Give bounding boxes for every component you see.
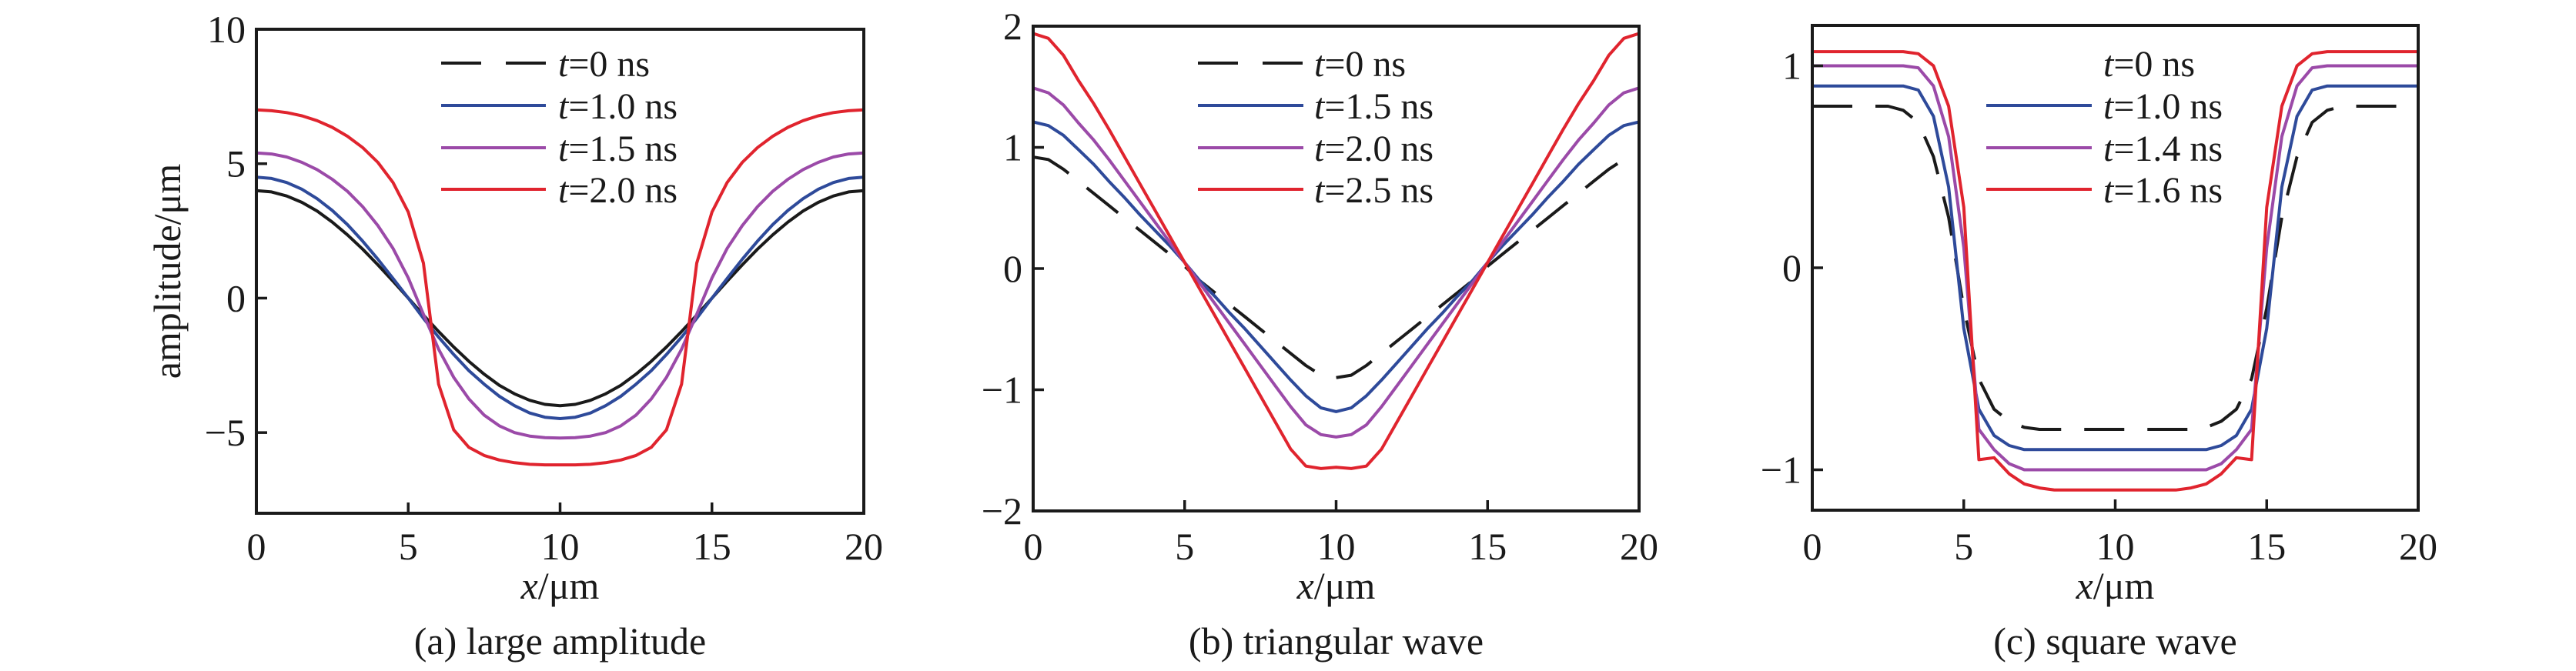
x-tick-label: 20	[2399, 525, 2437, 568]
legend: t=0 nst=1.0 nst=1.4 nst=1.6 ns	[1986, 44, 2223, 211]
series-line-1.5ns	[256, 151, 864, 440]
legend-label: t=0 ns	[2103, 44, 2195, 85]
y-tick-label: 0	[1003, 247, 1022, 290]
y-tick-label: 1	[1782, 45, 1802, 88]
y-tick-label: −5	[205, 411, 246, 454]
plot-area	[1812, 50, 2418, 492]
x-tick-label: 0	[1803, 525, 1822, 568]
x-tick-label: 15	[1468, 525, 1507, 568]
plot-area	[256, 108, 864, 467]
y-tick-label: −1	[982, 369, 1022, 412]
legend-label: t=1.0 ns	[558, 86, 677, 127]
legend-label: t=1.0 ns	[2103, 86, 2223, 127]
y-tick-label: 5	[226, 142, 246, 185]
y-tick-label: 0	[1782, 246, 1802, 289]
y-axis-label: amplitude/μm	[146, 164, 189, 379]
series-line-1.0ns	[1812, 84, 2418, 452]
panel-b: 0 5 10 15 20 −2 −1 0 1 2 x/μm (b) triangular wave t=…	[982, 5, 1658, 663]
series-line-1.0ns	[256, 175, 864, 420]
legend-item: t=2.5 ns	[1198, 170, 1434, 211]
x-tick-label: 15	[693, 525, 731, 568]
x-tick-label: 10	[2096, 525, 2135, 568]
x-tick-label: 10	[1317, 525, 1356, 568]
x-axis-label-unit: /μm	[2093, 564, 2155, 607]
legend-item: t=2.0 ns	[441, 170, 677, 211]
legend-label: t=1.5 ns	[1314, 86, 1434, 127]
x-tick-label: 5	[1175, 525, 1194, 568]
legend-item: t=0 ns	[1198, 44, 1406, 85]
y-tick-label: −2	[982, 489, 1022, 532]
y-tick-label: 0	[226, 276, 246, 319]
x-tick-label: 0	[247, 525, 266, 568]
legend-label: t=2.5 ns	[1314, 170, 1434, 211]
series-line-1.6ns	[1812, 50, 2418, 492]
legend-item: t=0 ns	[441, 44, 650, 85]
legend-label: t=1.5 ns	[558, 129, 677, 169]
plot-area	[1033, 32, 1639, 470]
legend-label: t=2.0 ns	[1314, 129, 1434, 169]
panel-caption: (a) large amplitude	[414, 619, 706, 663]
panel-caption: (b) triangular wave	[1189, 619, 1484, 663]
x-axis-label: x/μm	[2076, 564, 2155, 607]
x-tick-label: 5	[399, 525, 418, 568]
series-line-1.4ns	[1812, 64, 2418, 472]
x-tick-label: 0	[1024, 525, 1043, 568]
series-line-1.5ns	[1033, 120, 1639, 413]
x-tick-label: 10	[541, 525, 580, 568]
series-line-2.5ns	[1033, 32, 1639, 470]
legend-item: t=1.5 ns	[441, 129, 677, 169]
legend-item: t=1.0 ns	[441, 86, 677, 127]
y-tick-label: 10	[207, 8, 246, 51]
legend-item: t=0 ns	[2103, 44, 2195, 85]
legend-item: t=1.4 ns	[1986, 129, 2223, 169]
x-axis-label-var: x	[520, 564, 538, 607]
x-tick-label: 20	[845, 525, 883, 568]
x-axis-label: x/μm	[1296, 564, 1376, 607]
legend-item: t=1.5 ns	[1198, 86, 1434, 127]
legend-item: t=1.0 ns	[1986, 86, 2223, 127]
legend-item: t=1.6 ns	[1986, 170, 2223, 211]
x-tick-label: 5	[1954, 525, 1973, 568]
legend: t=0 nst=1.0 nst=1.5 nst=2.0 ns	[441, 44, 677, 211]
legend-label: t=0 ns	[1314, 44, 1406, 85]
x-axis-label-unit: /μm	[538, 564, 600, 607]
legend-label: t=1.4 ns	[2103, 129, 2223, 169]
x-axis-label-var: x	[1296, 564, 1314, 607]
legend-label: t=2.0 ns	[558, 170, 677, 211]
legend-label: t=1.6 ns	[2103, 170, 2223, 211]
x-axis-label: x/μm	[520, 564, 600, 607]
series-line-0ns	[256, 189, 864, 408]
series-line-2.0ns	[256, 108, 864, 467]
legend: t=0 nst=1.5 nst=2.0 nst=2.5 ns	[1198, 44, 1434, 211]
series-line-0ns	[1812, 105, 2418, 431]
x-tick-label: 15	[2247, 525, 2286, 568]
y-tick-label: 1	[1003, 126, 1022, 169]
x-axis-label-var: x	[2076, 564, 2093, 607]
x-axis-label-unit: /μm	[1314, 564, 1376, 607]
legend-item: t=2.0 ns	[1198, 129, 1434, 169]
x-tick-label: 20	[1620, 525, 1658, 568]
series-line-0ns	[1033, 155, 1639, 379]
series-line-2.0ns	[1033, 86, 1639, 439]
panel-caption: (c) square wave	[1993, 619, 2236, 663]
y-tick-label: −1	[1761, 449, 1802, 492]
legend-label: t=0 ns	[558, 44, 650, 85]
y-tick-label: 2	[1003, 5, 1022, 48]
